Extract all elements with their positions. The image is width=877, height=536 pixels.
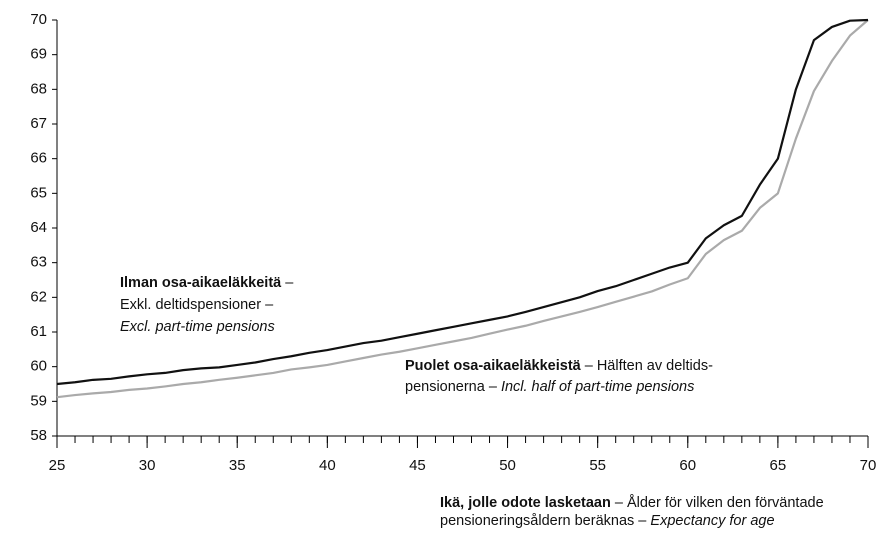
y-tick-label: 68 <box>30 80 47 97</box>
annotation: Excl. part-time pensions <box>120 319 275 335</box>
x-tick-label: 50 <box>499 457 516 474</box>
annotation: Exkl. deltidspensioner – <box>120 297 274 313</box>
y-tick-label: 69 <box>30 46 47 63</box>
annotation: Puolet osa-aikaeläkkeistä – Hälften av d… <box>405 358 713 374</box>
y-tick-label: 62 <box>30 288 47 305</box>
y-tick-label: 64 <box>30 219 47 236</box>
annotation-segment: Incl. half of part-time pensions <box>501 379 694 395</box>
annotation: pensionerna – Incl. half of part-time pe… <box>405 379 694 395</box>
x-tick-label: 40 <box>319 457 336 474</box>
x-axis-title: pensioneringsåldern beräknas – Expectanc… <box>440 513 775 529</box>
y-tick-label: 63 <box>30 254 47 271</box>
annotation-segment: Puolet osa-aikaeläkkeistä <box>405 358 582 374</box>
annotation-background <box>398 352 808 400</box>
x-tick-label: 45 <box>409 457 426 474</box>
x-tick-label: 60 <box>679 457 696 474</box>
y-tick-label: 61 <box>30 323 47 340</box>
y-tick-label: 66 <box>30 150 47 167</box>
x-tick-label: 35 <box>229 457 246 474</box>
x-tick-label: 25 <box>49 457 66 474</box>
y-tick-label: 70 <box>30 11 47 28</box>
y-tick-label: 65 <box>30 184 47 201</box>
x-tick-label: 30 <box>139 457 156 474</box>
x-axis-title-segment: pensioneringsåldern beräknas – <box>440 513 650 529</box>
x-axis-title-segment: Expectancy for age <box>650 513 774 529</box>
annotation-segment: Excl. part-time pensions <box>120 319 275 335</box>
annotation: Ilman osa-aikaeläkkeitä – <box>120 275 294 291</box>
x-axis-title-segment: Ikä, jolle odote lasketaan <box>440 495 611 511</box>
x-axis-title-segment: – Ålder för vilken den förväntade <box>611 494 824 511</box>
annotation-segment: Exkl. deltidspensioner – <box>120 297 274 313</box>
y-tick-label: 59 <box>30 392 47 409</box>
x-axis-title: Ikä, jolle odote lasketaan – Ålder för v… <box>440 494 824 511</box>
y-tick-label: 58 <box>30 427 47 444</box>
x-tick-label: 70 <box>860 457 877 474</box>
annotation-segment: Ilman osa-aikaeläkkeitä <box>120 275 282 291</box>
annotation-segment: – <box>281 275 294 291</box>
series-line <box>56 18 869 386</box>
y-tick-label: 60 <box>30 358 47 375</box>
annotation-segment: pensionerna – <box>405 379 501 395</box>
series-line <box>56 19 869 399</box>
annotation-segment: – Hälften av deltids- <box>581 358 713 374</box>
x-tick-label: 55 <box>589 457 606 474</box>
x-tick-label: 65 <box>770 457 787 474</box>
y-tick-label: 67 <box>30 115 47 132</box>
